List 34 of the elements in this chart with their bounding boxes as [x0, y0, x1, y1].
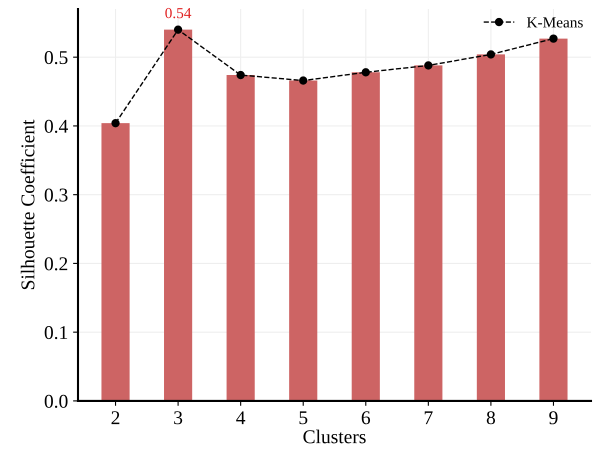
y-tick-label: 0.3	[44, 188, 68, 202]
y-tick-label: 0.1	[44, 326, 68, 340]
legend-label: K-Means	[526, 17, 583, 28]
y-tick-label: 0.0	[44, 394, 68, 408]
bar	[352, 72, 380, 401]
bar	[101, 123, 130, 401]
x-tick-label: 9	[549, 411, 558, 424]
point	[299, 76, 308, 85]
y-tick-label: 0.4	[44, 120, 68, 133]
point	[111, 119, 120, 128]
point	[549, 34, 558, 43]
bar	[539, 38, 568, 401]
y-tick-label: 0.2	[44, 257, 68, 270]
x-tick-label: 2	[112, 411, 120, 424]
bar	[414, 65, 442, 401]
point	[236, 70, 245, 80]
point	[174, 26, 182, 34]
x-tick-label: 6	[362, 411, 370, 424]
point	[486, 50, 496, 59]
x-axis-title: Clusters	[303, 430, 366, 444]
x-tick-label: 4	[236, 411, 246, 424]
x-tick-label: 7	[424, 411, 433, 424]
x-tick-label: 8	[486, 411, 496, 424]
x-tick-label: 3	[174, 411, 182, 424]
x-tick-label: 5	[299, 411, 308, 424]
bar	[289, 80, 318, 401]
point	[424, 61, 433, 70]
data-label: 0.54	[165, 8, 192, 18]
bar	[164, 30, 192, 401]
point	[362, 68, 370, 76]
y-tick-label: 0.5	[44, 50, 68, 64]
bar	[226, 75, 255, 401]
y-axis-title: Silhouette Coefficient	[20, 120, 34, 290]
bar	[476, 54, 505, 401]
